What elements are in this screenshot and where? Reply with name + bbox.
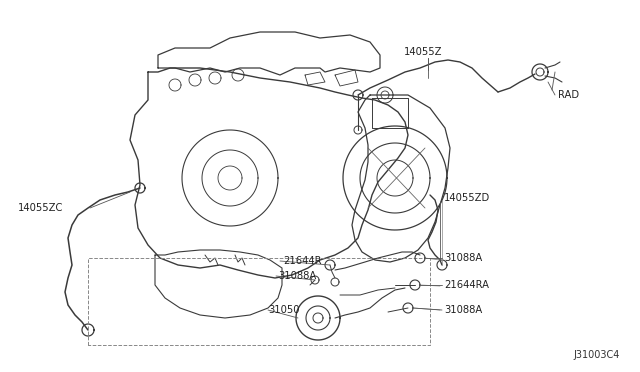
- Text: J31003C4: J31003C4: [573, 350, 620, 360]
- Text: 31050: 31050: [268, 305, 300, 315]
- Text: 14055ZD: 14055ZD: [444, 193, 490, 203]
- Text: 31088A: 31088A: [444, 305, 483, 315]
- Text: RAD: RAD: [558, 90, 579, 100]
- Text: 31088A: 31088A: [278, 271, 316, 281]
- Text: 31088A: 31088A: [444, 253, 483, 263]
- Text: 14055Z: 14055Z: [404, 47, 442, 57]
- Text: 14055ZC: 14055ZC: [18, 203, 63, 213]
- Text: 21644RA: 21644RA: [444, 280, 489, 290]
- Text: 21644R: 21644R: [283, 256, 321, 266]
